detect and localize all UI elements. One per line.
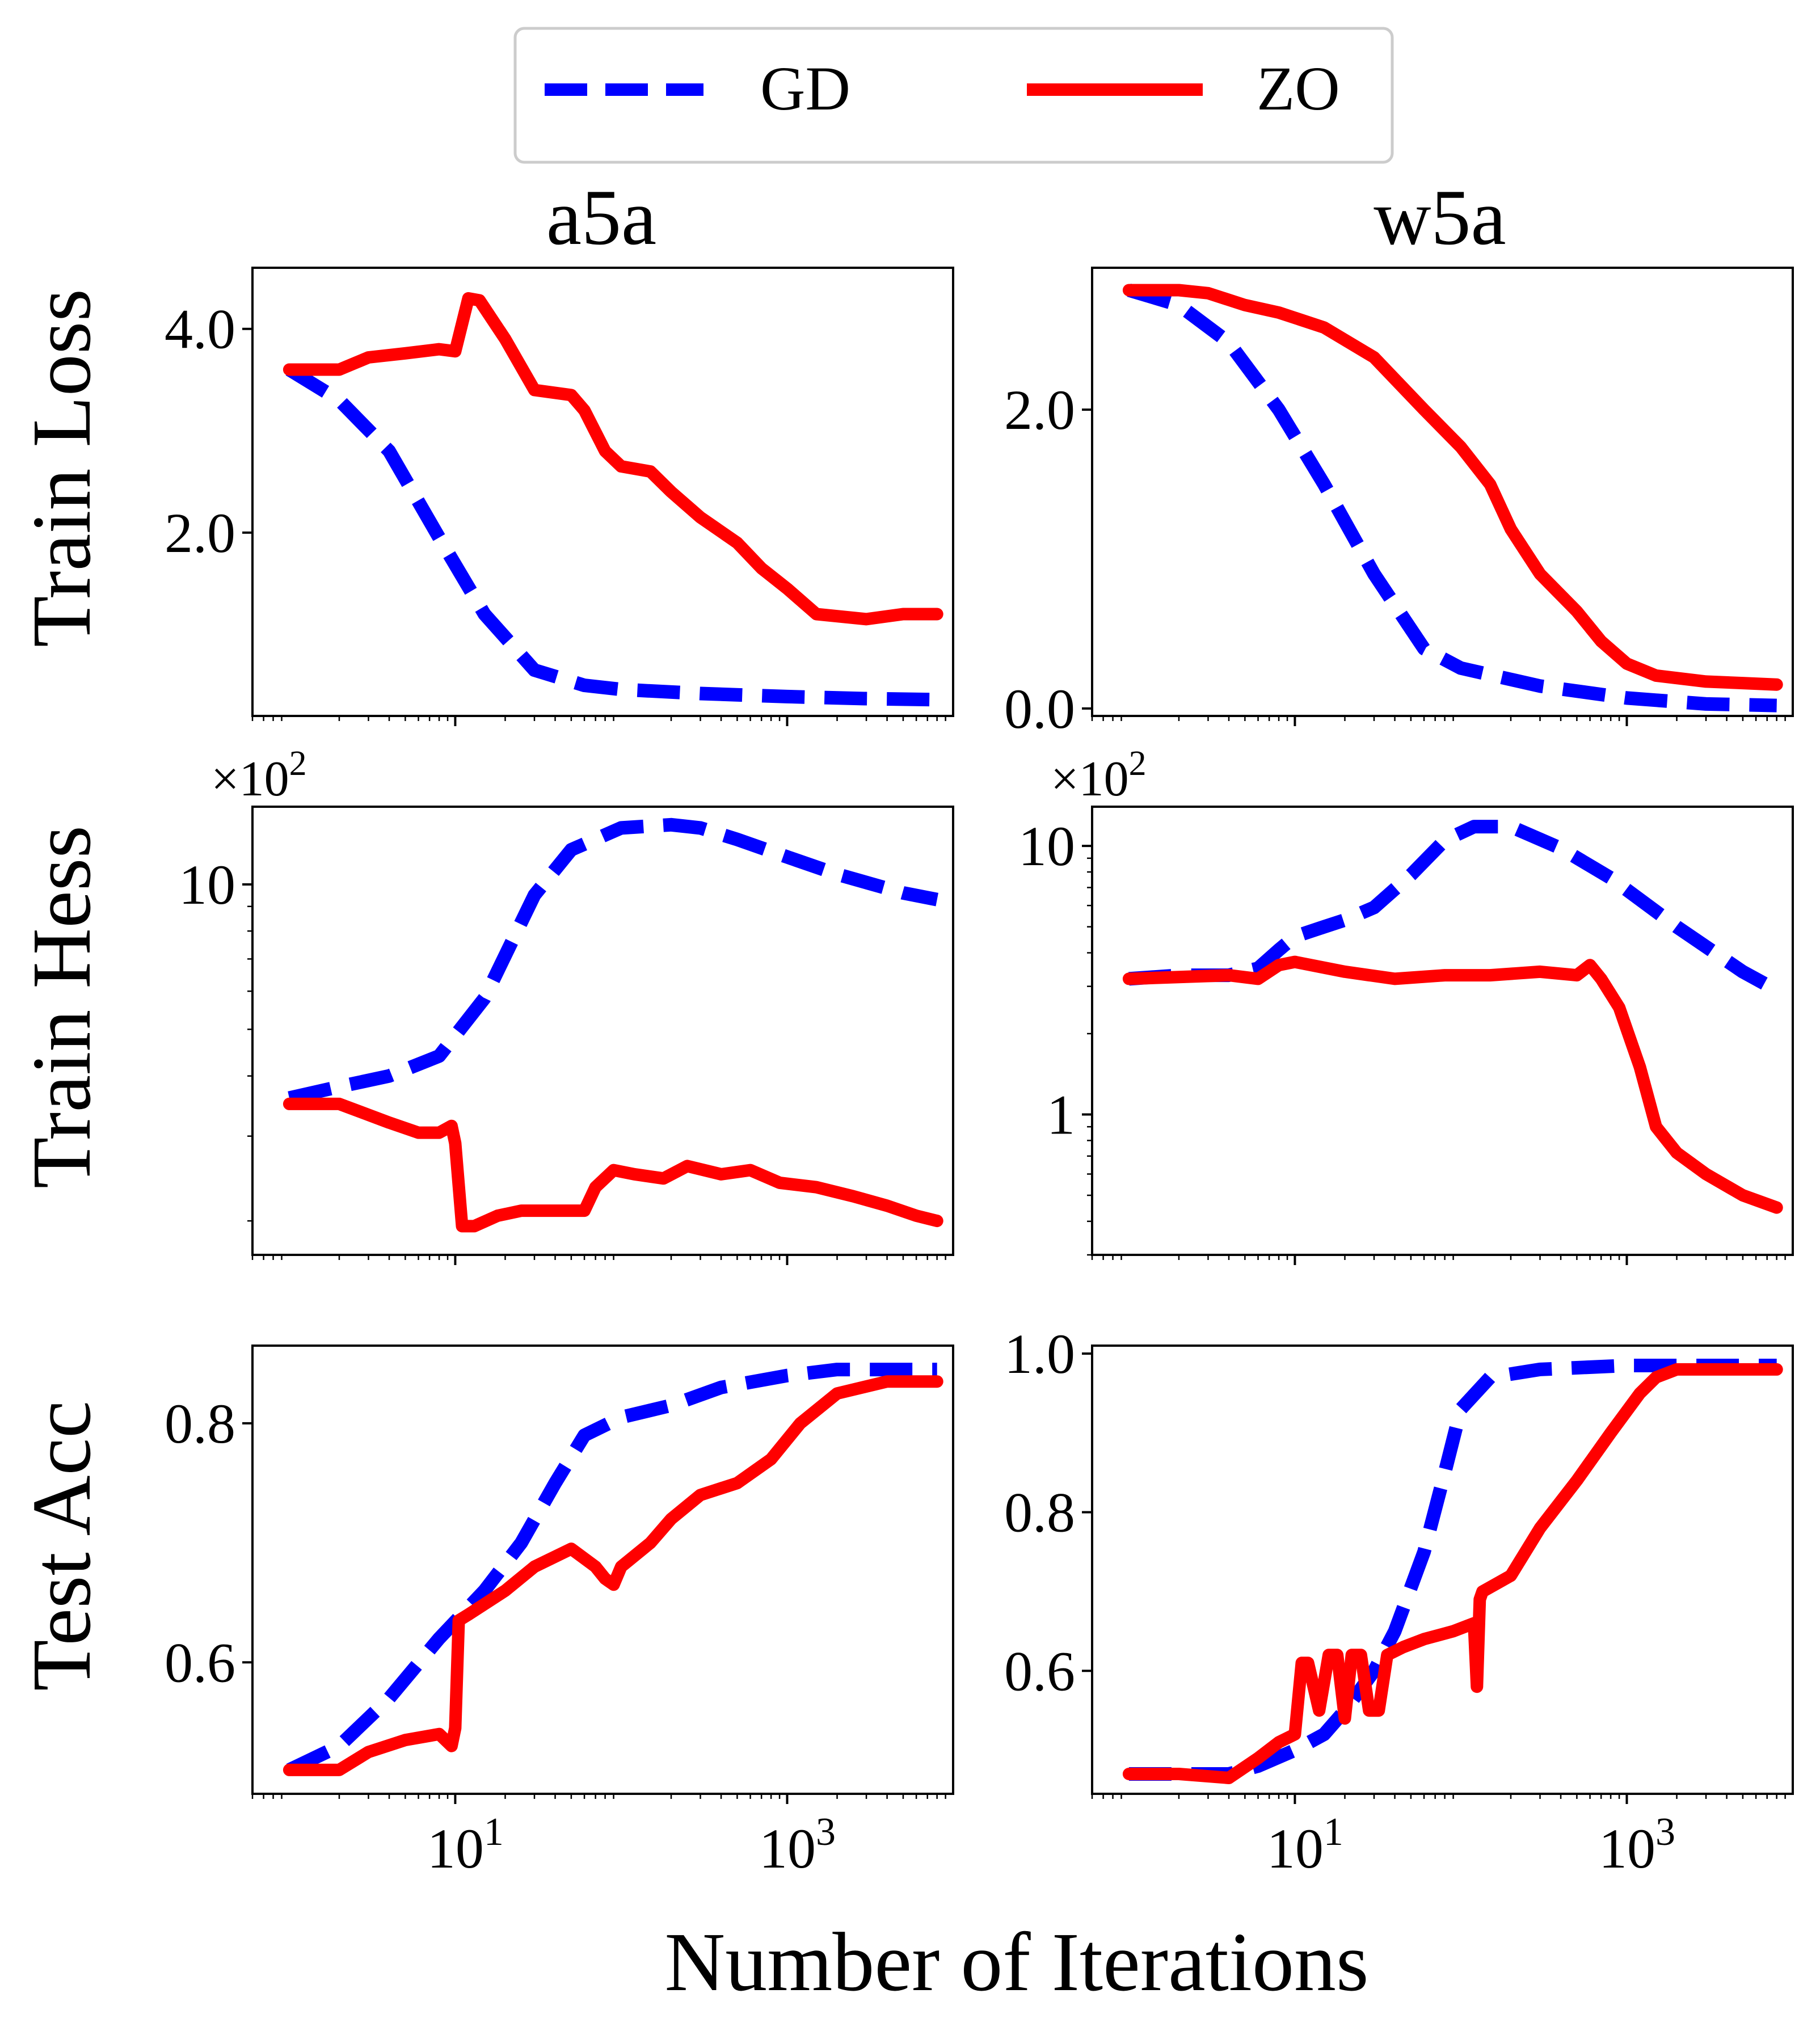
panel-w5a-train-loss: 0.0 2.0 (1004, 267, 1794, 740)
offset-text-w5a-hess: ×102 (1051, 744, 1147, 807)
axes-frame (1091, 806, 1794, 1256)
x-tick-label-w5a-1e1: 101 (1267, 1810, 1343, 1880)
gd-series-line (285, 364, 937, 707)
y-tick-label: 1 (1047, 1084, 1075, 1147)
zo-series-line (1122, 1363, 1783, 1784)
y-tick-label: 10 (1018, 815, 1075, 878)
offset-text-base: ×10 (1051, 752, 1129, 807)
y-tick-label: 0.8 (1004, 1481, 1075, 1544)
legend: GD ZO (513, 27, 1394, 164)
gd-series-line (288, 817, 939, 1105)
row-label-train-loss: Train Loss (15, 289, 108, 647)
y-tick-label: 0.0 (1004, 677, 1075, 740)
legend-frame (513, 27, 1394, 164)
y-tick-label: 1.0 (1004, 1322, 1075, 1385)
offset-text-a5a-hess: ×102 (211, 744, 307, 807)
axes-frame (251, 806, 954, 1256)
legend-gd-label: GD (760, 54, 850, 123)
y-tick-label: 0.6 (165, 1631, 235, 1694)
y-tick-label: 2.0 (165, 501, 235, 564)
panel-a5a-train-hess: 10 (179, 806, 954, 1265)
y-tick-label: 4.0 (165, 298, 235, 361)
panel-w5a-train-hess: 1 10 (1018, 806, 1794, 1265)
y-tick-label: 10 (179, 853, 235, 916)
row-label-train-hess: Train Hess (15, 825, 108, 1188)
x-tick-label-a5a-1e3: 103 (759, 1810, 836, 1880)
y-tick-label: 0.8 (165, 1392, 235, 1455)
panel-a5a-test-acc: 0.6 0.8 (165, 1345, 954, 1804)
x-tick-label-w5a-1e3: 103 (1599, 1810, 1675, 1880)
zo-series-line (1122, 955, 1783, 1214)
offset-text-exp: 2 (289, 744, 307, 783)
axes-frame (251, 267, 954, 717)
panel-a5a-train-loss: 2.0 4.0 (165, 267, 954, 726)
zo-series-line (283, 1375, 943, 1776)
gd-series-line (286, 1363, 937, 1776)
panel-w5a-test-acc: 0.6 0.8 1.0 (1004, 1322, 1794, 1804)
gd-series-line (1128, 1359, 1777, 1781)
legend-zo-label: ZO (1257, 54, 1340, 123)
axes-frame (251, 1345, 954, 1795)
y-tick-label: 0.6 (1004, 1640, 1075, 1702)
row-label-test-acc: Test Acc (15, 1401, 108, 1691)
x-tick-label-a5a-1e1: 101 (427, 1810, 504, 1880)
offset-text-base: ×10 (211, 752, 289, 807)
offset-text-exp: 2 (1129, 744, 1147, 783)
zo-series-line (283, 292, 943, 626)
axes-frame (1091, 1345, 1794, 1795)
zo-series-line (1122, 284, 1783, 691)
y-tick-label: 2.0 (1004, 378, 1075, 441)
gd-series-line (1127, 284, 1777, 713)
column-title-a5a: a5a (546, 174, 656, 262)
x-axis-label: Number of Iterations (664, 1916, 1368, 2009)
column-title-w5a: w5a (1374, 174, 1506, 262)
gd-series-line (1128, 820, 1780, 997)
axes-frame (1091, 267, 1794, 717)
zo-series-line (283, 1097, 943, 1233)
